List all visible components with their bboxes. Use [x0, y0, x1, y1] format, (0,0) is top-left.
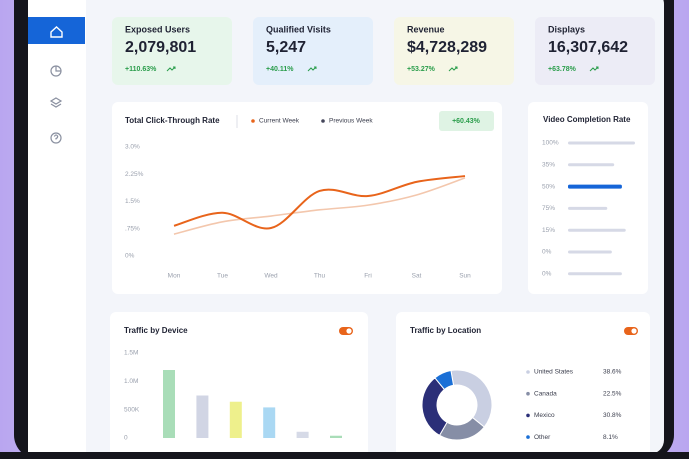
bar	[296, 431, 309, 438]
ctr-badge	[439, 111, 494, 131]
y-tick-label: 0	[124, 435, 128, 442]
chart-title: Total Click-Through Rate	[125, 116, 220, 125]
legend-dot	[321, 119, 325, 123]
series-line	[173, 177, 466, 235]
nav-reports[interactable]	[50, 65, 62, 77]
x-tick-label: Thu	[314, 273, 326, 280]
bar	[568, 163, 615, 167]
y-tick-label: 1.5M	[124, 350, 138, 357]
legend-value: 22.5%	[603, 390, 622, 397]
kpi-label: Displays	[548, 24, 585, 34]
nav-help[interactable]	[50, 132, 62, 144]
row-label: 15%	[542, 227, 555, 234]
legend-value: 38.6%	[603, 369, 622, 376]
bar	[330, 435, 342, 438]
y-tick-label: 1.0M	[124, 378, 138, 385]
chart-title: Traffic by Location	[410, 326, 481, 335]
kpi-value: 16,307,642	[548, 39, 628, 56]
x-tick-label: Sun	[459, 273, 471, 280]
home-icon	[50, 26, 63, 38]
ctr-annotation: +60.43%	[452, 118, 481, 125]
location-panel	[396, 312, 650, 459]
bar	[568, 228, 626, 232]
pie-slice	[434, 369, 455, 391]
y-tick-label: 1.5%	[125, 198, 140, 205]
nav-layers[interactable]	[49, 97, 63, 108]
chart-title: Traffic by Device	[124, 326, 188, 335]
row-label: 0%	[542, 271, 552, 278]
y-tick-label: .75%	[125, 225, 140, 232]
kpi-label: Exposed Users	[125, 24, 190, 34]
bar	[196, 395, 209, 438]
kpi-value: $4,728,289	[407, 39, 487, 56]
x-tick-label: Mon	[168, 273, 181, 280]
legend-dot	[251, 119, 255, 123]
sidebar	[28, 0, 86, 454]
legend-label: United States	[534, 369, 574, 376]
row-label: 100%	[542, 140, 559, 147]
bar	[568, 272, 622, 276]
y-tick-label: 3.0%	[125, 144, 140, 151]
legend-label: Canada	[534, 390, 557, 397]
legend-dot	[526, 370, 530, 374]
kpi-card	[253, 17, 373, 85]
kpi-card	[535, 17, 655, 85]
location-toggle[interactable]	[624, 327, 638, 335]
x-tick-label: Tue	[217, 273, 228, 280]
kpi-value: 2,079,801	[125, 39, 196, 56]
kpi-card	[394, 17, 514, 85]
bar	[163, 370, 175, 438]
kpi-change: +110.63%	[125, 66, 157, 73]
trend-icon	[448, 66, 458, 72]
trend-icon	[307, 66, 317, 72]
bar	[568, 250, 612, 254]
kpi-change: +40.11%	[266, 66, 294, 73]
kpi-label: Qualified Visits	[266, 24, 331, 34]
chart-title: Video Completion Rate	[543, 115, 631, 124]
legend-dot	[526, 435, 530, 439]
bar	[263, 407, 276, 438]
x-tick-label: Sat	[412, 273, 422, 280]
kpi-value: 5,247	[266, 39, 306, 56]
bar	[568, 206, 608, 210]
legend-value: 30.8%	[603, 412, 622, 419]
y-tick-label: 2.25%	[125, 171, 144, 178]
bar	[568, 184, 622, 189]
kpi-label: Revenue	[407, 24, 445, 34]
legend-dot	[526, 413, 530, 418]
legend-value: 8.1%	[603, 434, 618, 441]
x-tick-label: Wed	[264, 273, 278, 280]
legend-label: Mexico	[534, 412, 555, 419]
kpi-card	[112, 17, 232, 85]
nav-home[interactable]	[28, 17, 85, 44]
row-label: 0%	[542, 249, 552, 256]
row-label: 75%	[542, 205, 555, 212]
device-bezel-bottom	[0, 452, 689, 459]
kpi-change: +53.27%	[407, 66, 436, 73]
series-line	[173, 175, 466, 230]
x-tick-label: Fri	[364, 273, 372, 280]
row-label: 35%	[542, 162, 555, 169]
legend-label: Current Week	[259, 118, 300, 125]
kpi-change: +63.78%	[548, 66, 577, 73]
device-toggle[interactable]	[339, 327, 353, 335]
trend-icon	[166, 66, 176, 72]
trend-icon	[589, 66, 599, 72]
video-panel	[528, 102, 648, 294]
legend-label: Other	[534, 434, 551, 441]
bar	[568, 141, 635, 145]
y-tick-label: 0%	[125, 253, 135, 260]
y-tick-label: 500K	[124, 406, 140, 413]
legend-dot	[526, 391, 530, 396]
row-label: 50%	[542, 183, 555, 190]
bar	[229, 401, 242, 438]
legend-label: Previous Week	[329, 118, 373, 125]
